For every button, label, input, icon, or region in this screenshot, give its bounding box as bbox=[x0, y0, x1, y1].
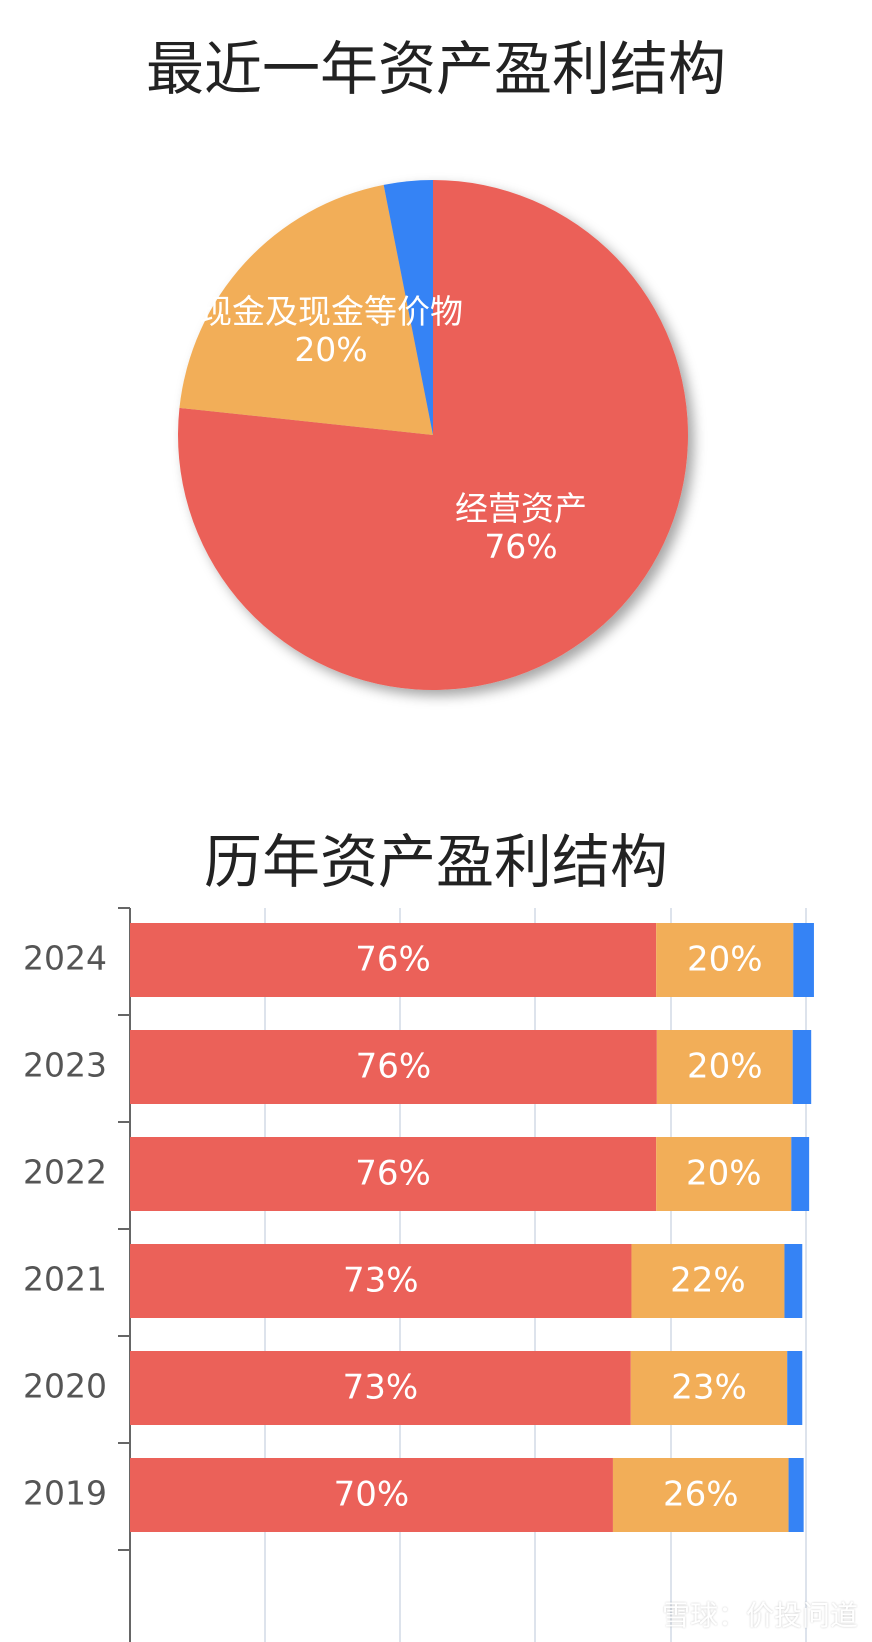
bar-2021-series-3 bbox=[784, 1244, 803, 1318]
y-tick-label-2022: 2022 bbox=[23, 1153, 107, 1192]
pie-slice-value-1: 76% bbox=[484, 527, 557, 566]
watermark-text: 雪球：价投问道 bbox=[661, 1599, 858, 1632]
bar-label-2019-series-2: 26% bbox=[663, 1475, 739, 1515]
bar-2024-series-1 bbox=[130, 923, 657, 997]
pie-slices bbox=[177, 180, 689, 690]
bar-2023-series-2 bbox=[656, 1030, 793, 1104]
y-tick-label-2023: 2023 bbox=[23, 1046, 107, 1085]
bar-label-2024-series-1: 76% bbox=[355, 940, 431, 980]
y-tick-label-2019: 2019 bbox=[23, 1474, 107, 1513]
y-tick-label-2021: 2021 bbox=[23, 1260, 107, 1299]
bar-2020-series-2 bbox=[630, 1351, 788, 1425]
bar-label-2020-series-2: 23% bbox=[671, 1368, 747, 1408]
bar-2020-series-1 bbox=[130, 1351, 631, 1425]
y-axis bbox=[118, 907, 131, 1642]
bar-2022-series-1 bbox=[130, 1137, 657, 1211]
y-tick-label-2020: 2020 bbox=[23, 1367, 107, 1406]
bar-2023-series-3 bbox=[792, 1030, 812, 1104]
bar-2022-series-2 bbox=[656, 1137, 792, 1211]
bar-label-2022-series-2: 20% bbox=[686, 1154, 762, 1194]
bar-2020-series-3 bbox=[787, 1351, 803, 1425]
pie-slice-2 bbox=[179, 184, 433, 435]
bar-2019-series-2 bbox=[612, 1458, 789, 1532]
bar-2023-series-1 bbox=[130, 1030, 657, 1104]
bar-2024-series-2 bbox=[656, 923, 794, 997]
pie-chart-title: 最近一年资产盈利结构 bbox=[145, 35, 726, 103]
pie-slice-3 bbox=[383, 180, 433, 435]
bar-label-2023-series-1: 76% bbox=[356, 1047, 432, 1087]
bar-2021-series-2 bbox=[631, 1244, 785, 1318]
bar-2019-series-3 bbox=[788, 1458, 804, 1532]
pie-slice-name-2: 现金及现金等价物 bbox=[199, 292, 463, 331]
bar-label-2022-series-1: 76% bbox=[355, 1154, 431, 1194]
bar-label-2024-series-2: 20% bbox=[687, 940, 763, 980]
bar-label-2020-series-1: 73% bbox=[343, 1368, 419, 1408]
bar-label-2023-series-2: 20% bbox=[687, 1047, 763, 1087]
bar-2024-series-3 bbox=[793, 923, 814, 997]
y-tick-label-2024: 2024 bbox=[23, 939, 107, 978]
pie-slice-name-1: 经营资产 bbox=[455, 489, 587, 528]
bar-label-2021-series-1: 73% bbox=[343, 1261, 419, 1301]
pie-slice-1 bbox=[177, 180, 689, 690]
bar-label-2019-series-1: 70% bbox=[334, 1475, 410, 1515]
bar-2019-series-1 bbox=[130, 1458, 613, 1532]
bar-label-2021-series-2: 22% bbox=[670, 1261, 746, 1301]
bar-2021-series-1 bbox=[130, 1244, 632, 1318]
bar-chart-title: 历年资产盈利结构 bbox=[203, 828, 668, 896]
bar-2022-series-3 bbox=[791, 1137, 810, 1211]
pie-slice-value-2: 20% bbox=[294, 330, 367, 369]
